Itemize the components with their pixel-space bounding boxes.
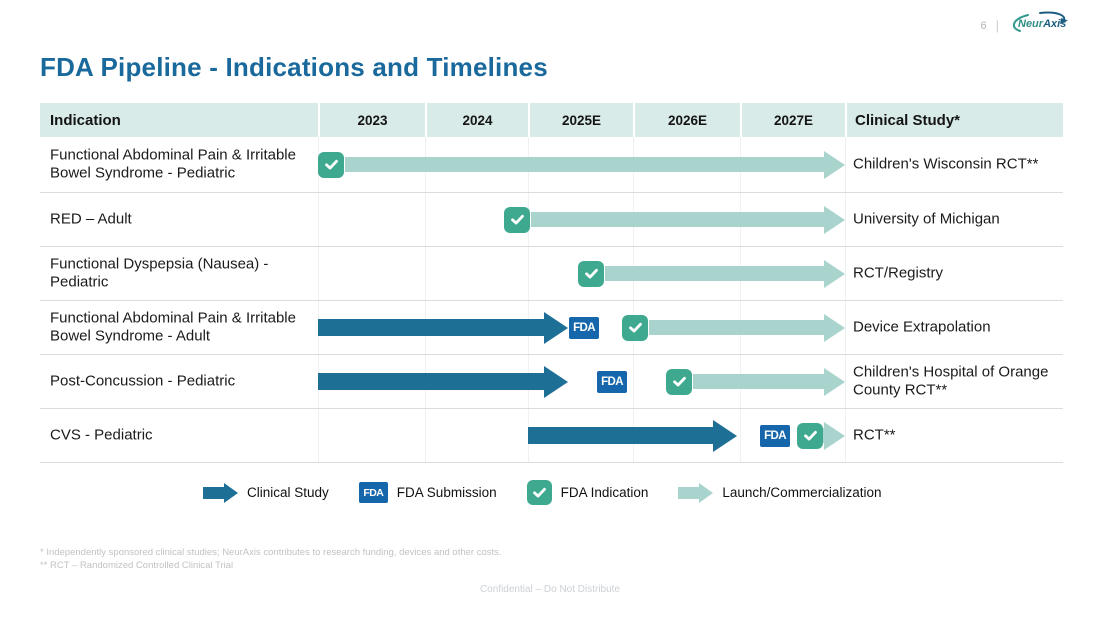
arrow-head [824,367,845,396]
arrow-bar [528,427,713,444]
clinical-study-arrow [318,311,568,344]
fda-submission-badge-icon: FDA [358,482,388,503]
clinical-study-label: University of Michigan [853,210,1000,228]
pipeline-row: Functional Abdominal Pain & Irritable Bo… [40,137,1063,193]
pipeline-row: Functional Dyspepsia (Nausea) - Pediatri… [40,247,1063,301]
page-separator: | [995,18,999,33]
neuraxis-logo: NeurAxis [1008,10,1070,41]
arrow-head [544,365,568,398]
arrow-bar [823,428,824,443]
header-cell-2027e: 2027E [740,103,845,137]
indication-label: CVS - Pediatric [50,426,153,444]
arrow-head [544,311,568,344]
fda-indication-check-icon [797,422,823,449]
clinical-study-arrow-icon [203,482,238,503]
header-cell-2026e: 2026E [633,103,740,137]
indication-label: Functional Abdominal Pain & Irritable Bo… [50,145,296,182]
arrow-bar [345,157,824,172]
clinical-study-label: RCT** [853,426,896,444]
page-header: 6 | NeurAxis [980,10,1070,41]
arrow-bar [318,319,544,336]
fda-indication-check-icon [504,206,530,233]
arrow-head [699,482,714,503]
fda-indication-check-icon [318,151,344,178]
fda-indication-check-icon [526,480,552,505]
launch-commercialization-arrow [605,259,845,288]
clinical-study-label: RCT/Registry [853,264,944,282]
launch-commercialization-arrow [649,313,845,342]
header-cell-indication: Indication [40,103,318,137]
header-cell-2025e: 2025E [528,103,633,137]
pipeline-row: Post-Concussion - Pediatric Children's Ho… [40,355,1063,409]
page-title: FDA Pipeline - Indications and Timelines [40,52,548,82]
pipeline-row: CVS - Pediatric RCT** FDA [40,409,1063,463]
arrow-bar [531,212,824,227]
header-cell-clinical-study-: Clinical Study* [845,103,1063,137]
launch-arrow-icon [678,482,714,503]
footnote-2: ** RCT – Randomized Controlled Clinical … [40,560,234,571]
table-header-row: Indication 2023 2024 2025E 2026E 2027E Clinica… [40,103,1063,137]
pipeline-row: Functional Abdominal Pain & Irritable Bo… [40,301,1063,355]
fda-submission-badge: FDA [569,316,599,339]
fda-indication-check-icon [666,368,692,395]
arrow-bar [649,320,824,335]
header-cell-2024: 2024 [425,103,528,137]
legend-item-fda-badge: FDA FDA Submission [358,482,497,503]
arrow-head [824,313,845,342]
legend-item-check-badge: FDA Indication [526,480,649,505]
fda-indication-check-icon [622,314,648,341]
footnotes: * Independently sponsored clinical studi… [40,546,502,572]
table-body: Functional Abdominal Pain & Irritable Bo… [40,137,1063,463]
fda-submission-badge: FDA [597,370,627,393]
legend-item-clinical-study-arrow: Clinical Study [203,482,329,503]
fda-indication-check-icon [578,260,604,287]
indication-label: Functional Abdominal Pain & Irritable Bo… [50,308,296,345]
arrow-bar [693,374,824,389]
pipeline-row: RED – Adult University of Michigan [40,193,1063,247]
pipeline-table: Indication 2023 2024 2025E 2026E 2027E Clinica… [40,103,1063,463]
arrow-head [824,150,845,179]
launch-commercialization-arrow [823,421,845,450]
clinical-study-label: Device Extrapolation [853,318,991,336]
page-number: 6 [980,19,987,32]
legend-label: FDA Submission [396,485,497,500]
clinical-study-arrow [528,419,737,452]
clinical-study-label: Children's Hospital of Orange County RCT… [853,362,1049,399]
arrow-head [713,419,737,452]
svg-text:NeurAxis: NeurAxis [1018,18,1066,30]
arrow-bar [318,373,544,390]
launch-commercialization-arrow [693,367,845,396]
launch-commercialization-arrow [531,205,845,234]
arrow-bar [678,486,700,499]
legend-label: Launch/Commercialization [722,485,882,500]
indication-label: Post-Concussion - Pediatric [50,372,236,390]
arrow-head [824,205,845,234]
indication-label: RED – Adult [50,210,132,228]
footnote-1: * Independently sponsored clinical studi… [40,547,502,558]
indication-label: Functional Dyspepsia (Nausea) - Pediatri… [50,254,269,291]
arrow-bar [605,266,824,281]
header-cell-2023: 2023 [318,103,425,137]
arrow-bar [203,486,224,499]
clinical-study-arrow [318,365,568,398]
arrow-head [224,482,238,503]
fda-submission-badge: FDA [760,424,790,447]
legend-item-launch-arrow: Launch/Commercialization [678,482,882,503]
confidentiality-footer: Confidential – Do Not Distribute [479,584,621,595]
launch-commercialization-arrow [345,150,845,179]
clinical-study-label: Children's Wisconsin RCT** [853,155,1039,173]
arrow-head [824,421,845,450]
legend: Clinical Study FDA FDA Submission FDA Indic… [203,480,881,505]
legend-label: FDA Indication [560,485,649,500]
legend-label: Clinical Study [247,485,329,500]
arrow-head [824,259,845,288]
